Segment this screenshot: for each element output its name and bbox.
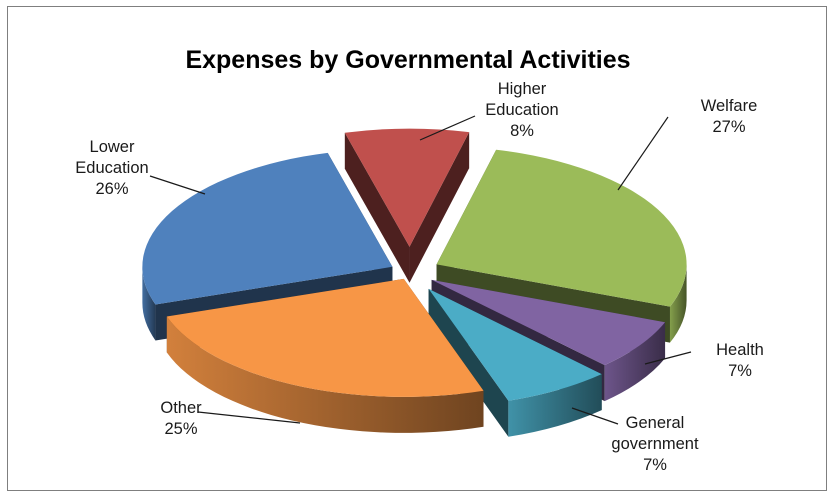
slice-label: Welfare 27% (701, 97, 758, 136)
leader-line (644, 351, 692, 365)
slice-name-label: Education (485, 101, 558, 119)
slice-label: Lower Education 26% (75, 138, 148, 198)
slice-outer-wall (669, 264, 687, 343)
pie-slice-other (166, 278, 484, 433)
leader-line (197, 411, 301, 424)
slice-name-label: Education (75, 159, 148, 177)
leader-line (571, 407, 619, 425)
slice-label: General government 7% (611, 414, 699, 474)
slice-label: Health 7% (716, 341, 764, 380)
slice-top-face (428, 288, 602, 401)
slice-name-label: Welfare (701, 97, 758, 115)
slice-top-face (344, 128, 470, 247)
slice-top-face (142, 152, 393, 305)
slice-inner-wall (344, 132, 410, 283)
leader-line (149, 175, 206, 195)
slice-label: Other 25% (160, 399, 202, 438)
slice-name-label: Other (160, 399, 202, 417)
pie-slice-lower-education (142, 152, 393, 341)
slice-value-label: 26% (95, 180, 128, 198)
slice-name-label: government (611, 435, 699, 453)
slice-outer-wall (604, 322, 666, 402)
slice-top-face (436, 149, 687, 307)
slice-label: Higher Education 8% (485, 80, 558, 140)
slice-value-label: 7% (728, 362, 752, 380)
slice-name-label: Health (716, 341, 764, 359)
slice-outer-wall (508, 374, 602, 437)
slice-value-label: 8% (510, 122, 534, 140)
slice-inner-wall (428, 288, 509, 437)
slice-labels: Higher Education 8%Welfare 27%Health 7%Gener… (75, 80, 764, 474)
slice-outer-wall (166, 316, 484, 433)
leader-line (419, 115, 476, 141)
chart-title: Expenses by Governmental Activities (185, 46, 630, 74)
slice-value-label: 27% (712, 118, 745, 136)
slice-inner-wall (409, 132, 470, 283)
slice-name-label: Lower (90, 138, 135, 156)
pie-slices (142, 128, 687, 437)
slice-top-face (166, 278, 484, 397)
leader-line (617, 116, 669, 191)
slice-value-label: 7% (643, 456, 667, 474)
slice-top-face (431, 279, 666, 366)
pie-slice-higher-education (344, 128, 470, 283)
pie-slice-general-government (428, 288, 602, 437)
slice-value-label: 25% (164, 420, 197, 438)
slice-name-label: Higher (498, 80, 547, 98)
slice-outer-wall (142, 266, 156, 341)
slice-name-label: General (626, 414, 685, 432)
leader-lines (149, 115, 692, 425)
